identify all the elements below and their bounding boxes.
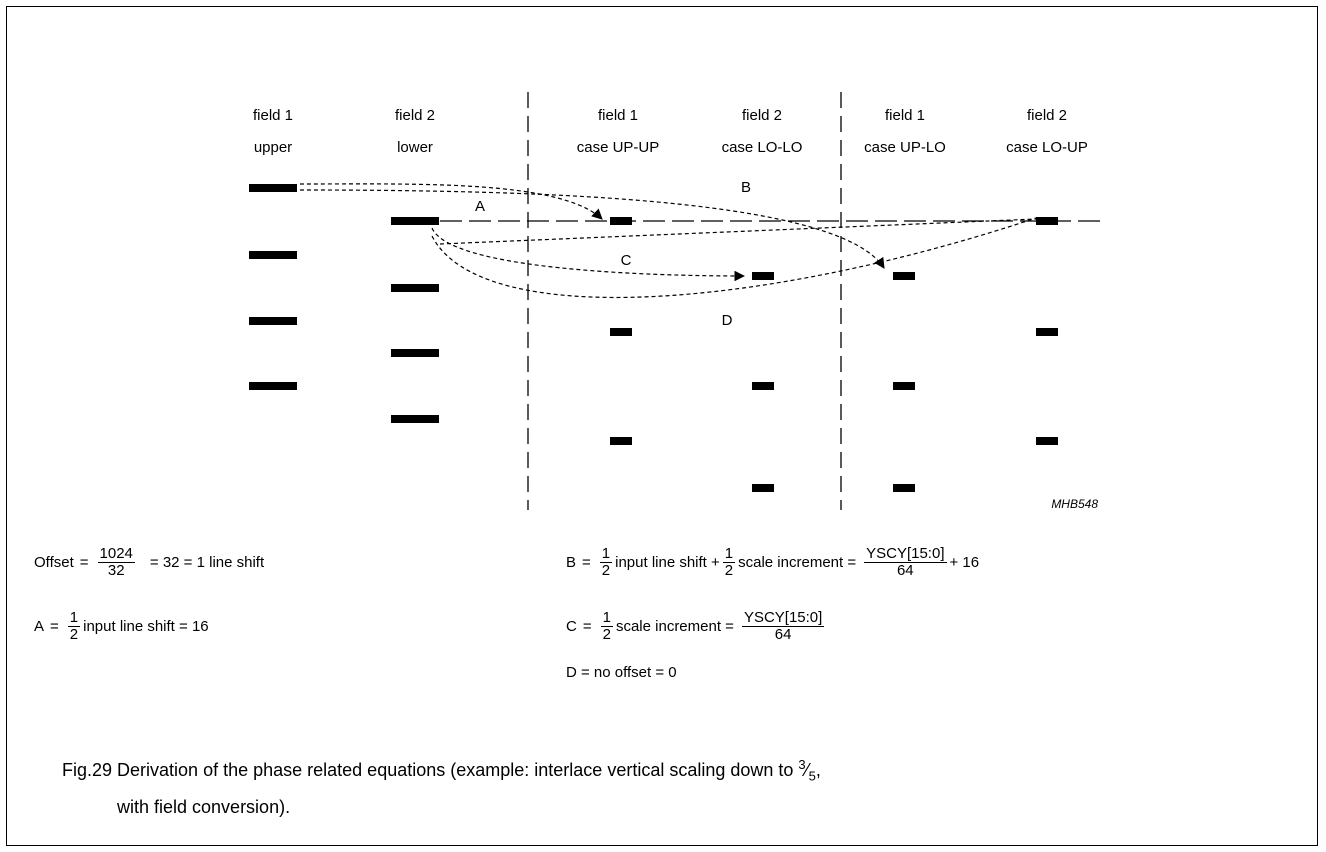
figure-caption: Fig.29 Derivation of the phase related e… xyxy=(62,750,821,822)
col1-subtitle: upper xyxy=(254,139,292,156)
equation-d: D = no offset = 0 xyxy=(566,664,677,681)
line-bar xyxy=(893,272,915,280)
label-a: A xyxy=(475,198,485,215)
label-b: B xyxy=(741,179,751,196)
line-bar xyxy=(391,217,439,225)
fraction: YSCY[15:0] 64 xyxy=(864,545,947,579)
label-c: C xyxy=(621,252,632,269)
col1-title: field 1 xyxy=(253,107,293,124)
col5-subtitle: case UP-LO xyxy=(864,139,946,156)
figure-code: MHB548 xyxy=(1051,497,1098,511)
line-bar xyxy=(249,382,297,390)
equation-offset: Offset = 1024 32 = 32 = 1 line shift xyxy=(34,545,265,579)
col4-title: field 2 xyxy=(742,107,782,124)
col5-title: field 1 xyxy=(885,107,925,124)
caption-line1: Fig.29 Derivation of the phase related e… xyxy=(62,757,821,784)
line-bar xyxy=(1036,217,1058,225)
col6-title: field 2 xyxy=(1027,107,1067,124)
fraction: 1 2 xyxy=(600,609,613,643)
col3-title: field 1 xyxy=(598,107,638,124)
col6-subtitle: case LO-UP xyxy=(1006,139,1088,156)
col4-subtitle: case LO-LO xyxy=(722,139,803,156)
fraction: 1 2 xyxy=(722,545,736,579)
arrow-c xyxy=(431,227,746,282)
caption-line2: with field conversion). xyxy=(117,796,291,817)
line-bar xyxy=(752,272,774,280)
col2-subtitle: lower xyxy=(397,139,433,156)
fraction: 1024 32 xyxy=(97,545,135,579)
fraction: 1 2 xyxy=(67,609,81,643)
arrow-a xyxy=(299,183,603,220)
fraction: YSCY[15:0] 64 xyxy=(741,609,825,643)
col3-subtitle: case UP-UP xyxy=(577,139,660,156)
line-bar xyxy=(893,382,915,390)
line-bar xyxy=(249,317,297,325)
label-d: D xyxy=(722,312,733,329)
line-bar xyxy=(391,415,439,423)
line-bar xyxy=(752,382,774,390)
col2-title: field 2 xyxy=(395,107,435,124)
line-bar xyxy=(391,284,439,292)
arrow-b xyxy=(299,189,885,269)
line-bar xyxy=(249,251,297,259)
line-bar xyxy=(391,349,439,357)
line-bar xyxy=(249,184,297,192)
figure-frame xyxy=(6,6,1318,846)
fraction: 1 2 xyxy=(599,545,613,579)
arrow-d-upper xyxy=(439,218,1037,245)
arrow-d xyxy=(431,217,1037,299)
equation-c: C = 1 2 scale increment = YSCY[15:0] 64 xyxy=(566,609,825,643)
equation-b: B = 1 2 input line shift + 1 2 scale inc… xyxy=(566,545,980,579)
equation-a: A = 1 2 input line shift = 16 xyxy=(34,609,209,643)
line-bar xyxy=(1036,437,1058,445)
line-bar xyxy=(610,328,632,336)
line-bar xyxy=(610,217,632,225)
line-bar xyxy=(752,484,774,492)
phase-diagram: field 1 upper field 2 lower field 1 case… xyxy=(249,92,1100,511)
line-bar xyxy=(893,484,915,492)
line-bar xyxy=(1036,328,1058,336)
line-bar xyxy=(610,437,632,445)
